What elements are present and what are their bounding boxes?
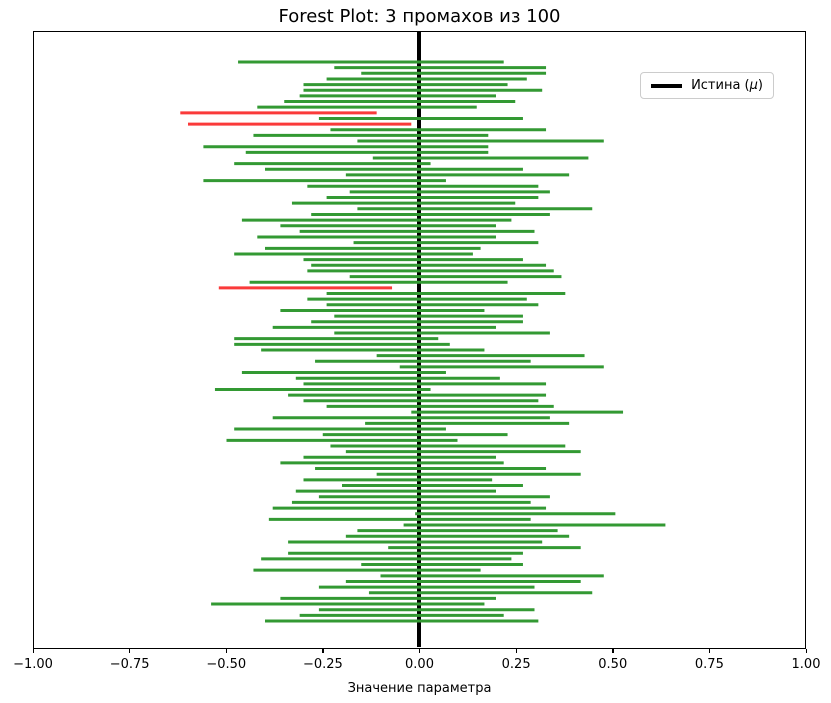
x-axis-label: Значение параметра xyxy=(347,681,492,696)
truth-line-legend-swatch xyxy=(651,83,683,88)
x-tick-label: 0.50 xyxy=(598,657,628,672)
forest-plot-canvas xyxy=(180,32,666,647)
plot-area: Истина (μ) xyxy=(33,31,806,649)
x-tick-label: −0.25 xyxy=(302,657,343,672)
legend-label: Истина (μ) xyxy=(691,78,763,93)
x-tick-mark xyxy=(515,649,517,653)
x-tick-mark xyxy=(419,649,421,653)
x-tick-mark xyxy=(129,649,131,653)
x-tick-mark xyxy=(805,649,807,653)
x-tick-label: 1.00 xyxy=(791,657,821,672)
x-tick-mark xyxy=(32,649,34,653)
x-tick-label: 0.25 xyxy=(501,657,531,672)
x-tick-mark xyxy=(322,649,324,653)
legend-box: Истина (μ) xyxy=(640,72,774,99)
x-tick-mark xyxy=(225,649,228,653)
x-tick-mark xyxy=(708,649,711,653)
x-tick-label: 0.75 xyxy=(694,657,724,672)
x-tick-label: −0.75 xyxy=(109,657,150,672)
x-tick-label: −1.00 xyxy=(13,657,53,672)
chart-title: Forest Plot: 3 промахов из 100 xyxy=(278,6,561,27)
x-tick-mark xyxy=(612,649,614,653)
x-tick-label: −0.50 xyxy=(206,657,247,672)
x-tick-label: 0.00 xyxy=(405,657,434,672)
